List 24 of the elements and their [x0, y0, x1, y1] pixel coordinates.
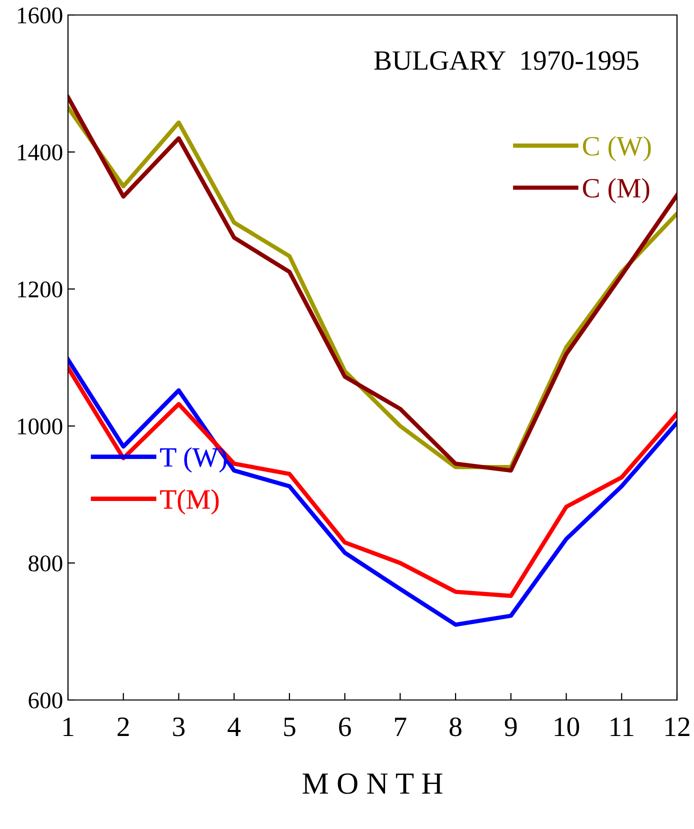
y-tick-label: 1000: [18, 418, 62, 434]
y-tick-label: 800: [28, 555, 62, 572]
legend-label: T(M): [160, 489, 219, 514]
y-tick-label: 600: [28, 692, 62, 708]
x-tick-label: 1: [64, 718, 74, 736]
legend-label: C (M): [582, 178, 650, 204]
x-tick-label: 10: [554, 717, 580, 736]
x-tick-label: 8: [450, 717, 462, 736]
x-tick-label: 9: [504, 718, 517, 736]
x-tick-label: 2: [118, 718, 129, 736]
x-tick-label: 6: [339, 718, 351, 736]
x-tick-label: 7: [395, 718, 406, 736]
y-tick-label: 1400: [18, 144, 62, 160]
text: BULGARY 1970-1995: [374, 51, 638, 70]
x-tick-label: 5: [284, 718, 296, 736]
x-tick-label: 3: [173, 718, 185, 736]
x-axis-title: M O N T H: [302, 773, 442, 794]
legend-label: C (W): [582, 136, 651, 162]
x-tick-label: 12: [666, 718, 690, 736]
x-tick-label: 4: [228, 718, 241, 736]
x-tick-label: 11: [610, 718, 634, 736]
legend-label: T (W): [160, 447, 227, 472]
y-tick-label: 1600: [18, 7, 62, 24]
y-tick-label: 1200: [18, 281, 62, 298]
